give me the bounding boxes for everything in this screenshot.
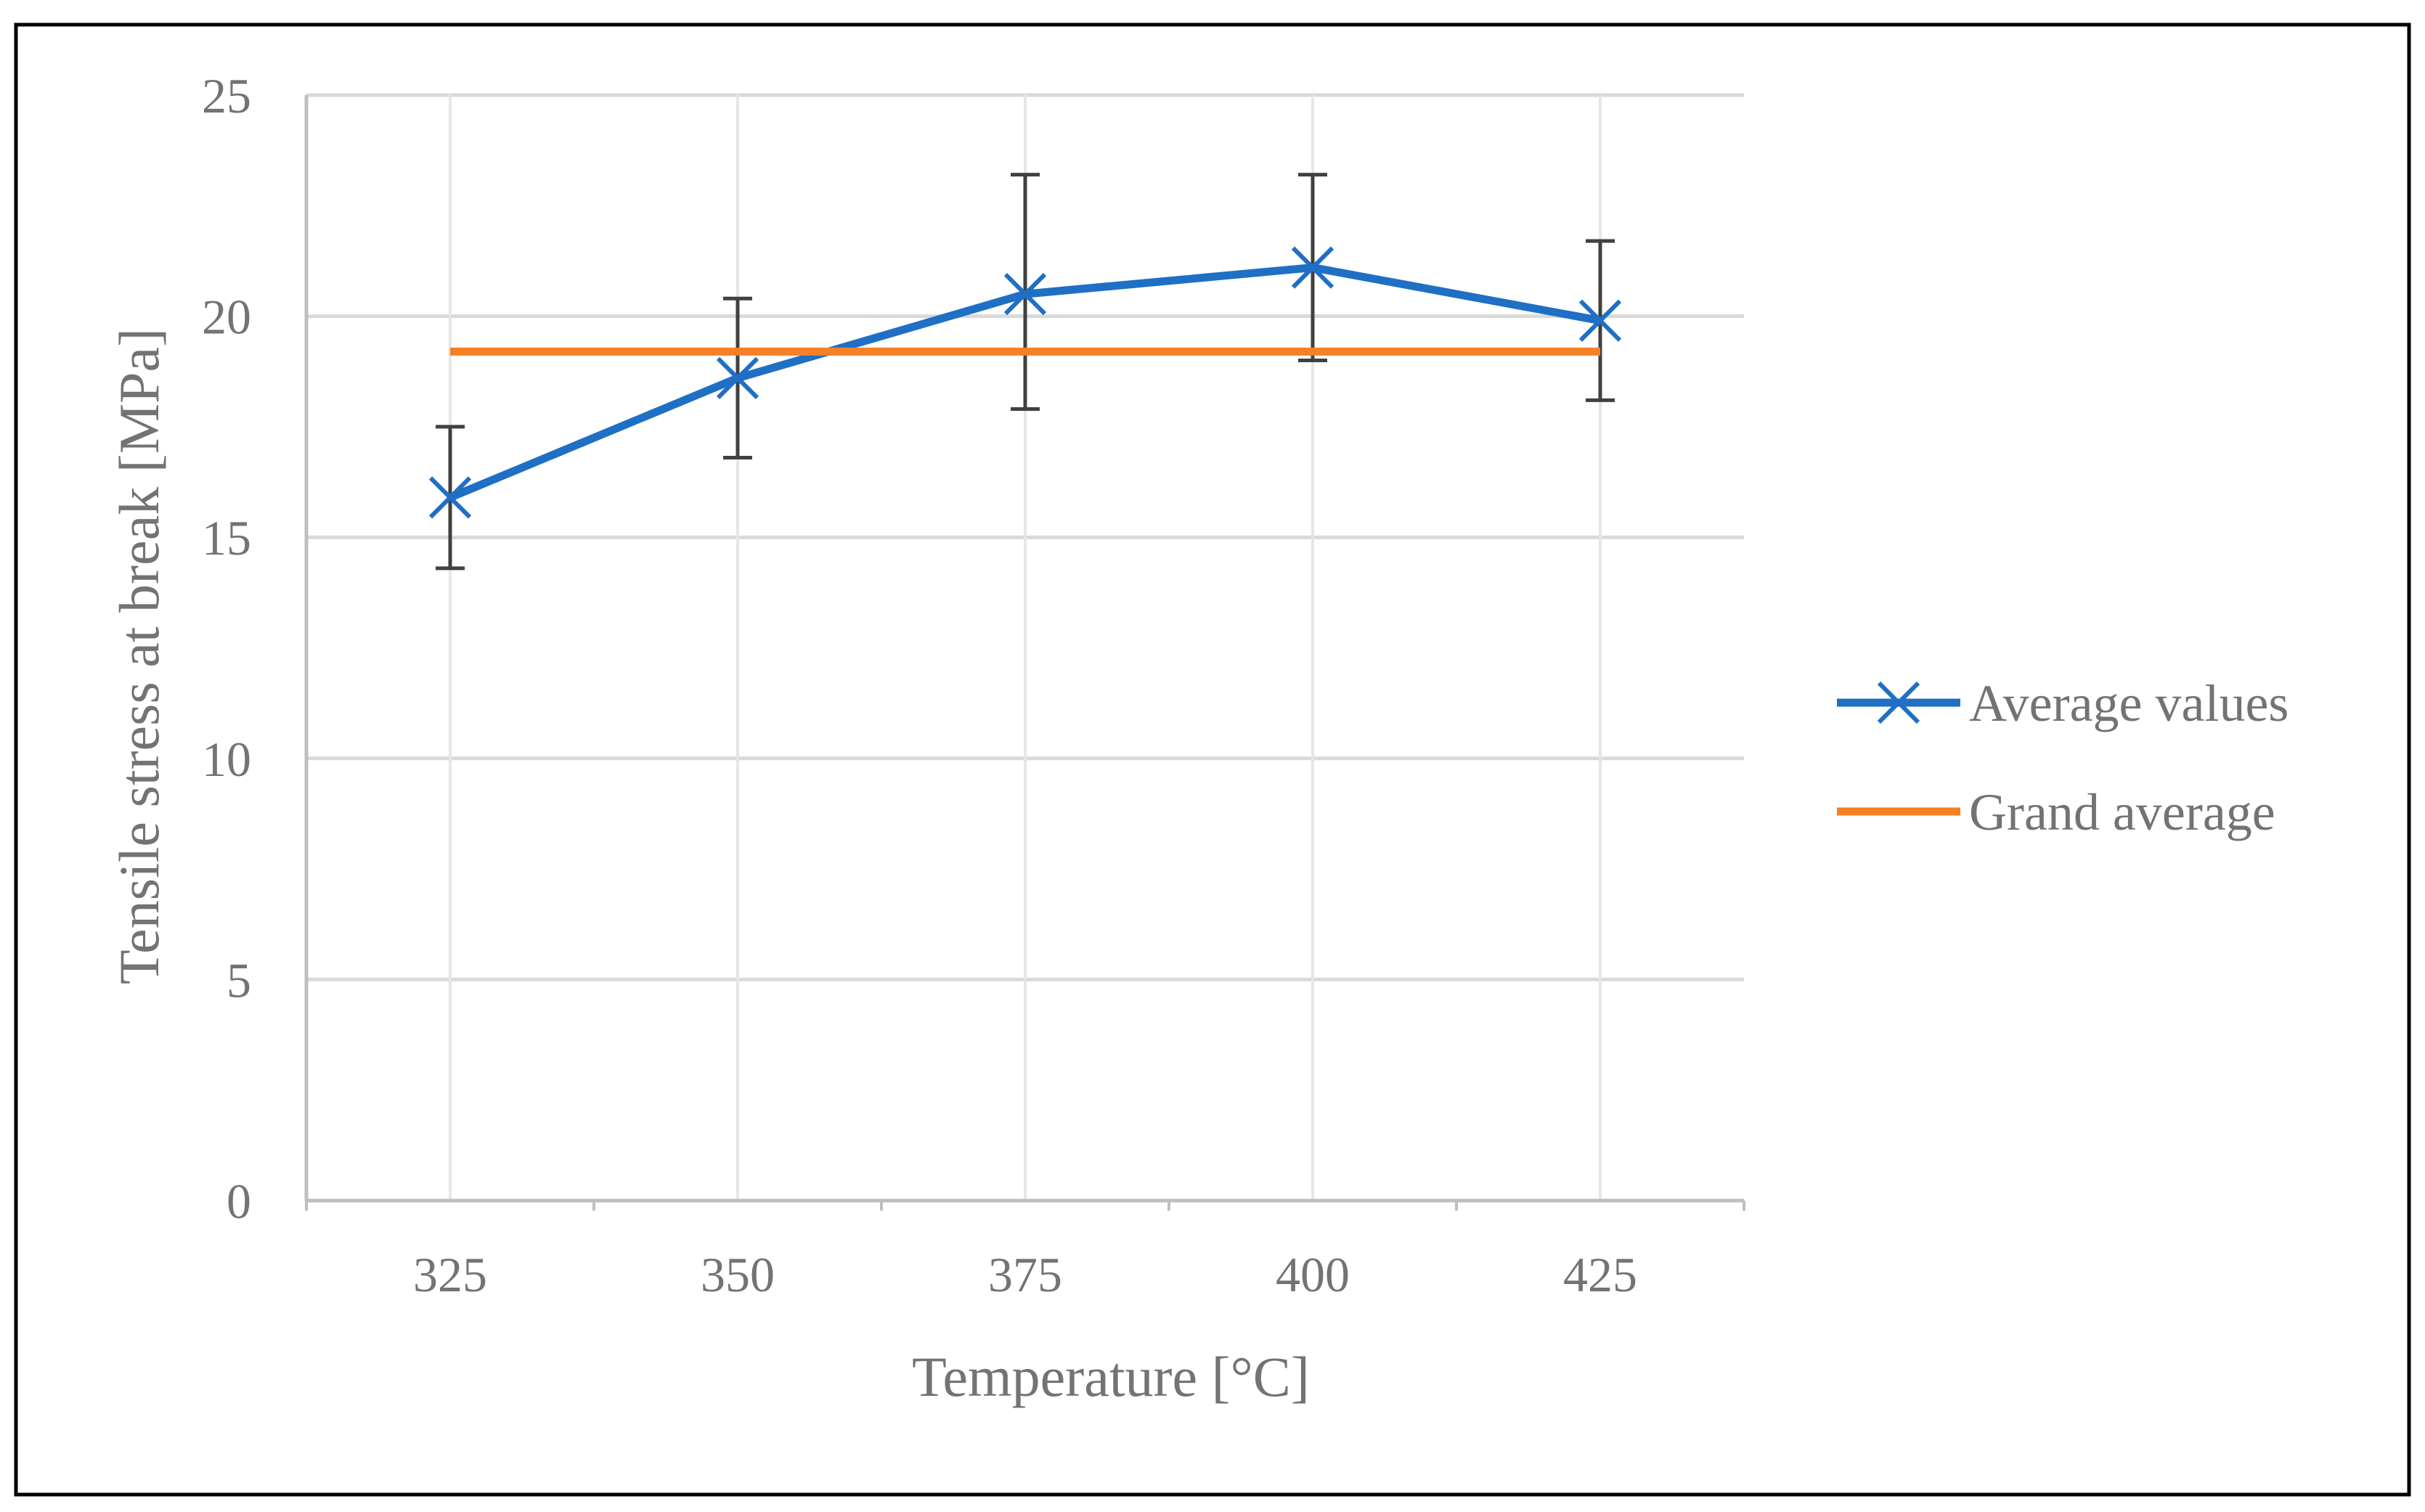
x-tick-label: 400	[1276, 1247, 1350, 1302]
data-point-marker	[1003, 273, 1047, 316]
marker-stroke	[428, 476, 472, 519]
y-tick-label: 10	[202, 732, 251, 787]
data-point-marker	[1578, 299, 1622, 342]
y-tick-label: 0	[227, 1174, 251, 1229]
legend-marker	[1877, 681, 1920, 724]
legend-label: Average values	[1969, 674, 2289, 732]
data-point-marker	[716, 356, 759, 400]
x-tick-label: 375	[988, 1247, 1062, 1302]
marker-stroke	[1291, 246, 1334, 289]
series-average-values	[428, 173, 1622, 571]
x-axis-title: Temperature [°C]	[912, 1345, 1310, 1408]
x-tick-label: 350	[701, 1247, 775, 1302]
x-tick-label: 325	[413, 1247, 487, 1302]
series-layer	[428, 173, 1622, 571]
x-tick-label: 425	[1563, 1247, 1637, 1302]
data-point-marker	[1291, 246, 1334, 289]
y-tick-label: 5	[227, 952, 251, 1008]
marker-stroke	[716, 356, 759, 400]
y-tick-label: 25	[202, 68, 251, 123]
y-tick-label: 20	[202, 290, 251, 345]
marker-stroke	[1003, 273, 1047, 316]
axis-layer	[304, 95, 1745, 1211]
y-axis-title: Tensile stress at break [MPa]	[107, 328, 171, 984]
legend-item: Grand average	[1837, 783, 2275, 841]
marker-stroke	[1578, 299, 1622, 342]
legend-label: Grand average	[1969, 783, 2275, 841]
legend: Average values Grand average	[1837, 674, 2289, 841]
data-point-marker	[428, 476, 472, 519]
y-tick-label: 15	[202, 510, 251, 565]
tick-label-layer: 0 5 10 15 20 25 325 350 375 400 425	[202, 68, 1637, 1302]
legend-item: Average values	[1837, 674, 2289, 732]
